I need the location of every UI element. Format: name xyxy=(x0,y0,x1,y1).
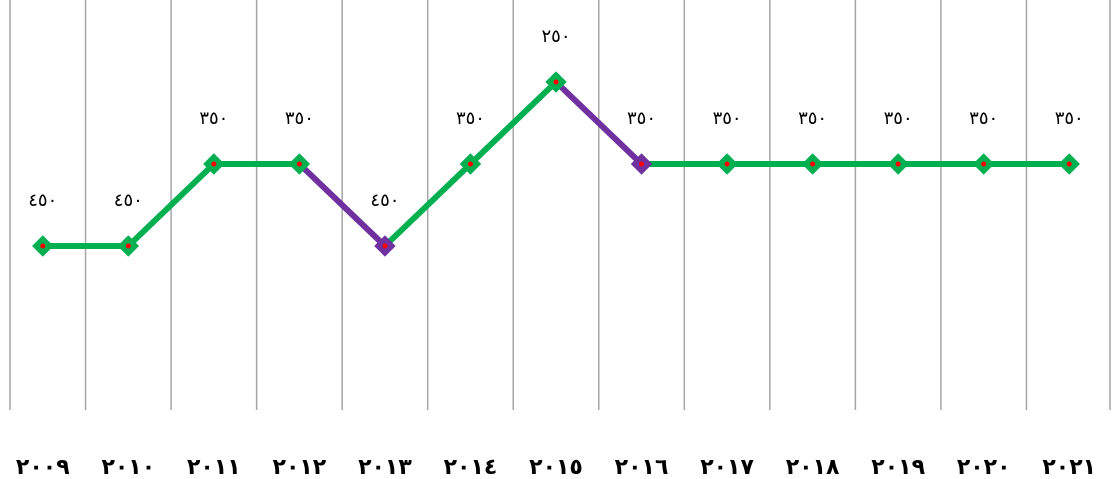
x-tick-label: ٢٠١٢ xyxy=(273,455,327,479)
x-tick-label: ٢٠١٧ xyxy=(700,455,754,479)
data-label: ٣٥٠ xyxy=(713,108,742,129)
line-series xyxy=(39,79,1073,249)
x-tick-label: ٢٠١٩ xyxy=(871,455,925,479)
line-segment xyxy=(467,79,559,167)
data-label: ٣٥٠ xyxy=(1055,108,1084,129)
x-tick-label: ٢٠١٤ xyxy=(444,455,498,479)
x-tick-label: ٢٠١٦ xyxy=(615,455,669,479)
data-label: ٣٥٠ xyxy=(285,108,314,129)
x-axis-tick-labels: ٢٠٠٩ ٢٠١٠ ٢٠١١ ٢٠١٢ ٢٠١٣ ٢٠١٤ ٢٠١٥ ٢٠١٦ ٢٠١٧ ٢٠١٨… xyxy=(16,455,1096,479)
x-tick-label: ٢٠٢١ xyxy=(1042,455,1096,479)
data-point-center xyxy=(467,161,473,167)
data-label: ٣٥٠ xyxy=(884,108,913,129)
data-point-center xyxy=(981,161,987,167)
data-points xyxy=(32,71,1080,257)
data-point-center xyxy=(810,161,816,167)
data-label: ٤٥٠ xyxy=(114,190,143,211)
data-label: ٣٥٠ xyxy=(456,108,485,129)
line-segment xyxy=(553,79,645,167)
line-segment xyxy=(296,161,388,249)
data-label: ٤٥٠ xyxy=(28,190,57,211)
data-labels: ٤٥٠ ٤٥٠ ٣٥٠ ٣٥٠ ٤٥٠ ٣٥٠ ٢٥٠ ٣٥٠ ٣٥٠ ٣٥٠ ٣٥٠ ٣٥٠ ٣٥٠ xyxy=(28,26,1083,211)
data-label: ٣٥٠ xyxy=(798,108,827,129)
x-tick-label: ٢٠١٨ xyxy=(786,455,840,479)
line-segment xyxy=(381,161,474,249)
data-point-center xyxy=(382,243,388,249)
data-point-center xyxy=(296,161,302,167)
x-tick-label: ٢٠١٥ xyxy=(529,455,583,479)
x-tick-label: ٢٠٠٩ xyxy=(16,455,70,479)
x-tick-label: ٢٠١١ xyxy=(187,455,241,479)
data-label: ٢٥٠ xyxy=(541,26,570,47)
data-label: ٤٥٠ xyxy=(370,190,399,211)
data-point-center xyxy=(639,161,645,167)
data-point-center xyxy=(40,243,46,249)
data-point-center xyxy=(125,243,131,249)
data-point-center xyxy=(553,79,559,85)
data-label: ٣٥٠ xyxy=(969,108,998,129)
data-point-center xyxy=(211,161,217,167)
line-segment xyxy=(125,161,217,249)
data-point-center xyxy=(724,161,730,167)
x-tick-label: ٢٠١٣ xyxy=(358,455,412,479)
data-point-center xyxy=(895,161,901,167)
x-tick-label: ٢٠٢٠ xyxy=(957,455,1011,479)
x-tick-label: ٢٠١٠ xyxy=(101,455,155,479)
data-label: ٣٥٠ xyxy=(199,108,228,129)
data-label: ٣٥٠ xyxy=(627,108,656,129)
data-point-center xyxy=(1066,161,1072,167)
